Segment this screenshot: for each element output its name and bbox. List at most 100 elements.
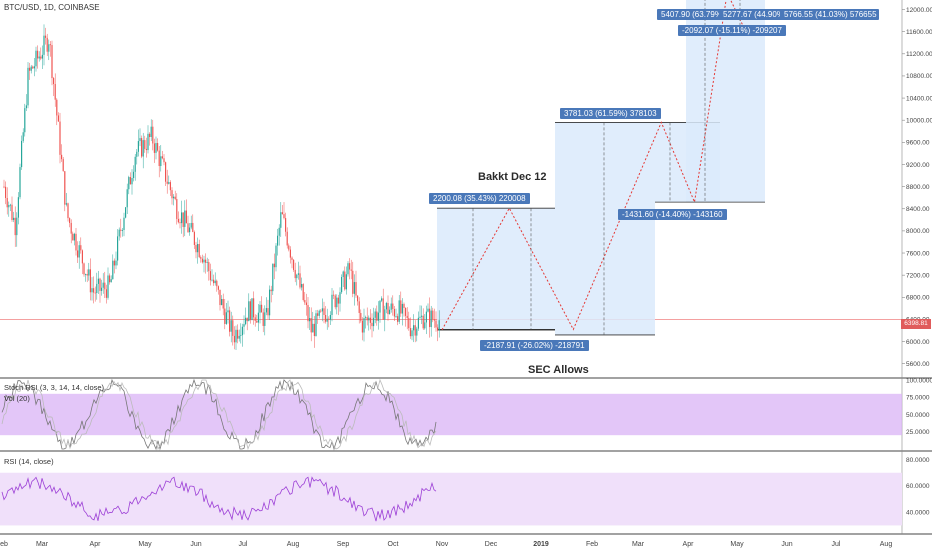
rsi-tick-label: 60.0000 bbox=[906, 483, 930, 490]
candle-body bbox=[105, 289, 107, 298]
candle-body bbox=[109, 275, 111, 283]
candle-body bbox=[112, 260, 114, 280]
candle-body bbox=[139, 138, 141, 142]
candle-body bbox=[341, 277, 343, 293]
candle-body bbox=[318, 310, 320, 316]
candle-body bbox=[291, 257, 293, 260]
candle-body bbox=[205, 259, 207, 263]
candle-body bbox=[16, 217, 18, 236]
projection-box-3 bbox=[555, 122, 655, 335]
candle-body bbox=[129, 177, 131, 185]
candle-body bbox=[32, 66, 34, 69]
candle-body bbox=[393, 308, 395, 317]
candle-body bbox=[70, 222, 72, 234]
projection-box-1 bbox=[437, 208, 555, 330]
candle-body bbox=[126, 189, 128, 208]
candle-body bbox=[278, 227, 280, 236]
candle-body bbox=[432, 310, 434, 320]
candle-body bbox=[277, 235, 279, 246]
candle-body bbox=[91, 288, 93, 293]
candle-body bbox=[54, 84, 56, 100]
candle-body bbox=[182, 212, 184, 227]
candle-body bbox=[160, 156, 162, 167]
projection-path bbox=[441, 0, 745, 331]
candle-body bbox=[305, 302, 307, 306]
candle-body bbox=[309, 318, 311, 322]
last-price-badge: 6398.81 bbox=[901, 319, 931, 329]
candle-body bbox=[46, 37, 48, 52]
rsi-tick-label: 80.0000 bbox=[906, 457, 930, 464]
candle-body bbox=[275, 245, 277, 268]
candle-body bbox=[209, 271, 211, 281]
candle-body bbox=[216, 280, 218, 287]
candle-body bbox=[379, 300, 381, 313]
candle-body bbox=[48, 44, 50, 52]
candle-body bbox=[328, 318, 330, 320]
candle-body bbox=[424, 322, 426, 329]
candle-body bbox=[62, 159, 64, 172]
candle-body bbox=[425, 311, 427, 323]
candle-body bbox=[85, 273, 87, 275]
y-tick-label: 10000.00 bbox=[906, 118, 932, 125]
candle-body bbox=[121, 229, 123, 231]
candle-body bbox=[310, 318, 312, 333]
candle-body bbox=[3, 186, 5, 188]
candle-body bbox=[214, 280, 216, 284]
candle-body bbox=[320, 310, 322, 312]
candle-body bbox=[349, 263, 351, 270]
candle-body bbox=[345, 274, 347, 290]
candle-body bbox=[304, 300, 306, 303]
candle-body bbox=[288, 245, 290, 250]
candle-body bbox=[261, 304, 263, 313]
candle-body bbox=[296, 274, 298, 279]
time-axis: eb Mar Apr May Jun Jul Aug Sep Oct Nov Dec 2019 Feb M… bbox=[0, 541, 892, 548]
candle-body bbox=[281, 212, 283, 215]
candle-body bbox=[344, 271, 346, 290]
candle-body bbox=[137, 141, 139, 152]
candle-body bbox=[30, 66, 32, 71]
candle-body bbox=[125, 207, 127, 218]
candle-body bbox=[437, 327, 439, 331]
candle-body bbox=[33, 66, 35, 69]
candle-body bbox=[165, 162, 167, 182]
x-tick-label: May bbox=[138, 541, 152, 548]
candle-body bbox=[241, 326, 243, 336]
candle-body bbox=[83, 263, 85, 275]
candle-body bbox=[8, 204, 10, 208]
y-tick-label: 6800.00 bbox=[906, 295, 930, 302]
candle-body bbox=[157, 143, 159, 151]
measure-label-7: 5766.55 (41.03%) 576655 bbox=[780, 9, 879, 20]
candle-body bbox=[350, 269, 352, 271]
candle-body bbox=[411, 330, 413, 337]
candle-body bbox=[347, 263, 349, 275]
candle-body bbox=[93, 288, 95, 293]
candle-body bbox=[94, 292, 96, 294]
price-axis: 5600.006000.006400.006800.007200.007600.… bbox=[902, 7, 932, 368]
x-tick-label: May bbox=[730, 541, 744, 548]
x-tick-label: Sep bbox=[337, 541, 350, 548]
candle-body bbox=[96, 283, 98, 294]
y-tick-label: 12000.00 bbox=[906, 7, 932, 14]
candle-body bbox=[438, 320, 440, 331]
stoch-tick-label: 50.0000 bbox=[906, 412, 930, 419]
candle-body bbox=[169, 182, 171, 191]
candle-body bbox=[56, 99, 58, 116]
candle-body bbox=[99, 278, 101, 291]
candle-body bbox=[427, 308, 429, 312]
candle-body bbox=[272, 263, 274, 292]
candle-body bbox=[361, 320, 363, 333]
candle-body bbox=[264, 312, 266, 326]
candle-body bbox=[417, 317, 419, 329]
candle-body bbox=[430, 310, 432, 328]
candle-body bbox=[200, 257, 202, 259]
candle-body bbox=[409, 328, 411, 337]
candle-body bbox=[174, 196, 176, 200]
candle-body bbox=[401, 303, 403, 314]
candle-body bbox=[248, 301, 250, 322]
candle-body bbox=[67, 203, 69, 219]
candle-body bbox=[331, 294, 333, 315]
candle-body bbox=[97, 278, 99, 284]
stoch-tick-label: 75.0000 bbox=[906, 395, 930, 402]
candle-body bbox=[37, 50, 39, 59]
